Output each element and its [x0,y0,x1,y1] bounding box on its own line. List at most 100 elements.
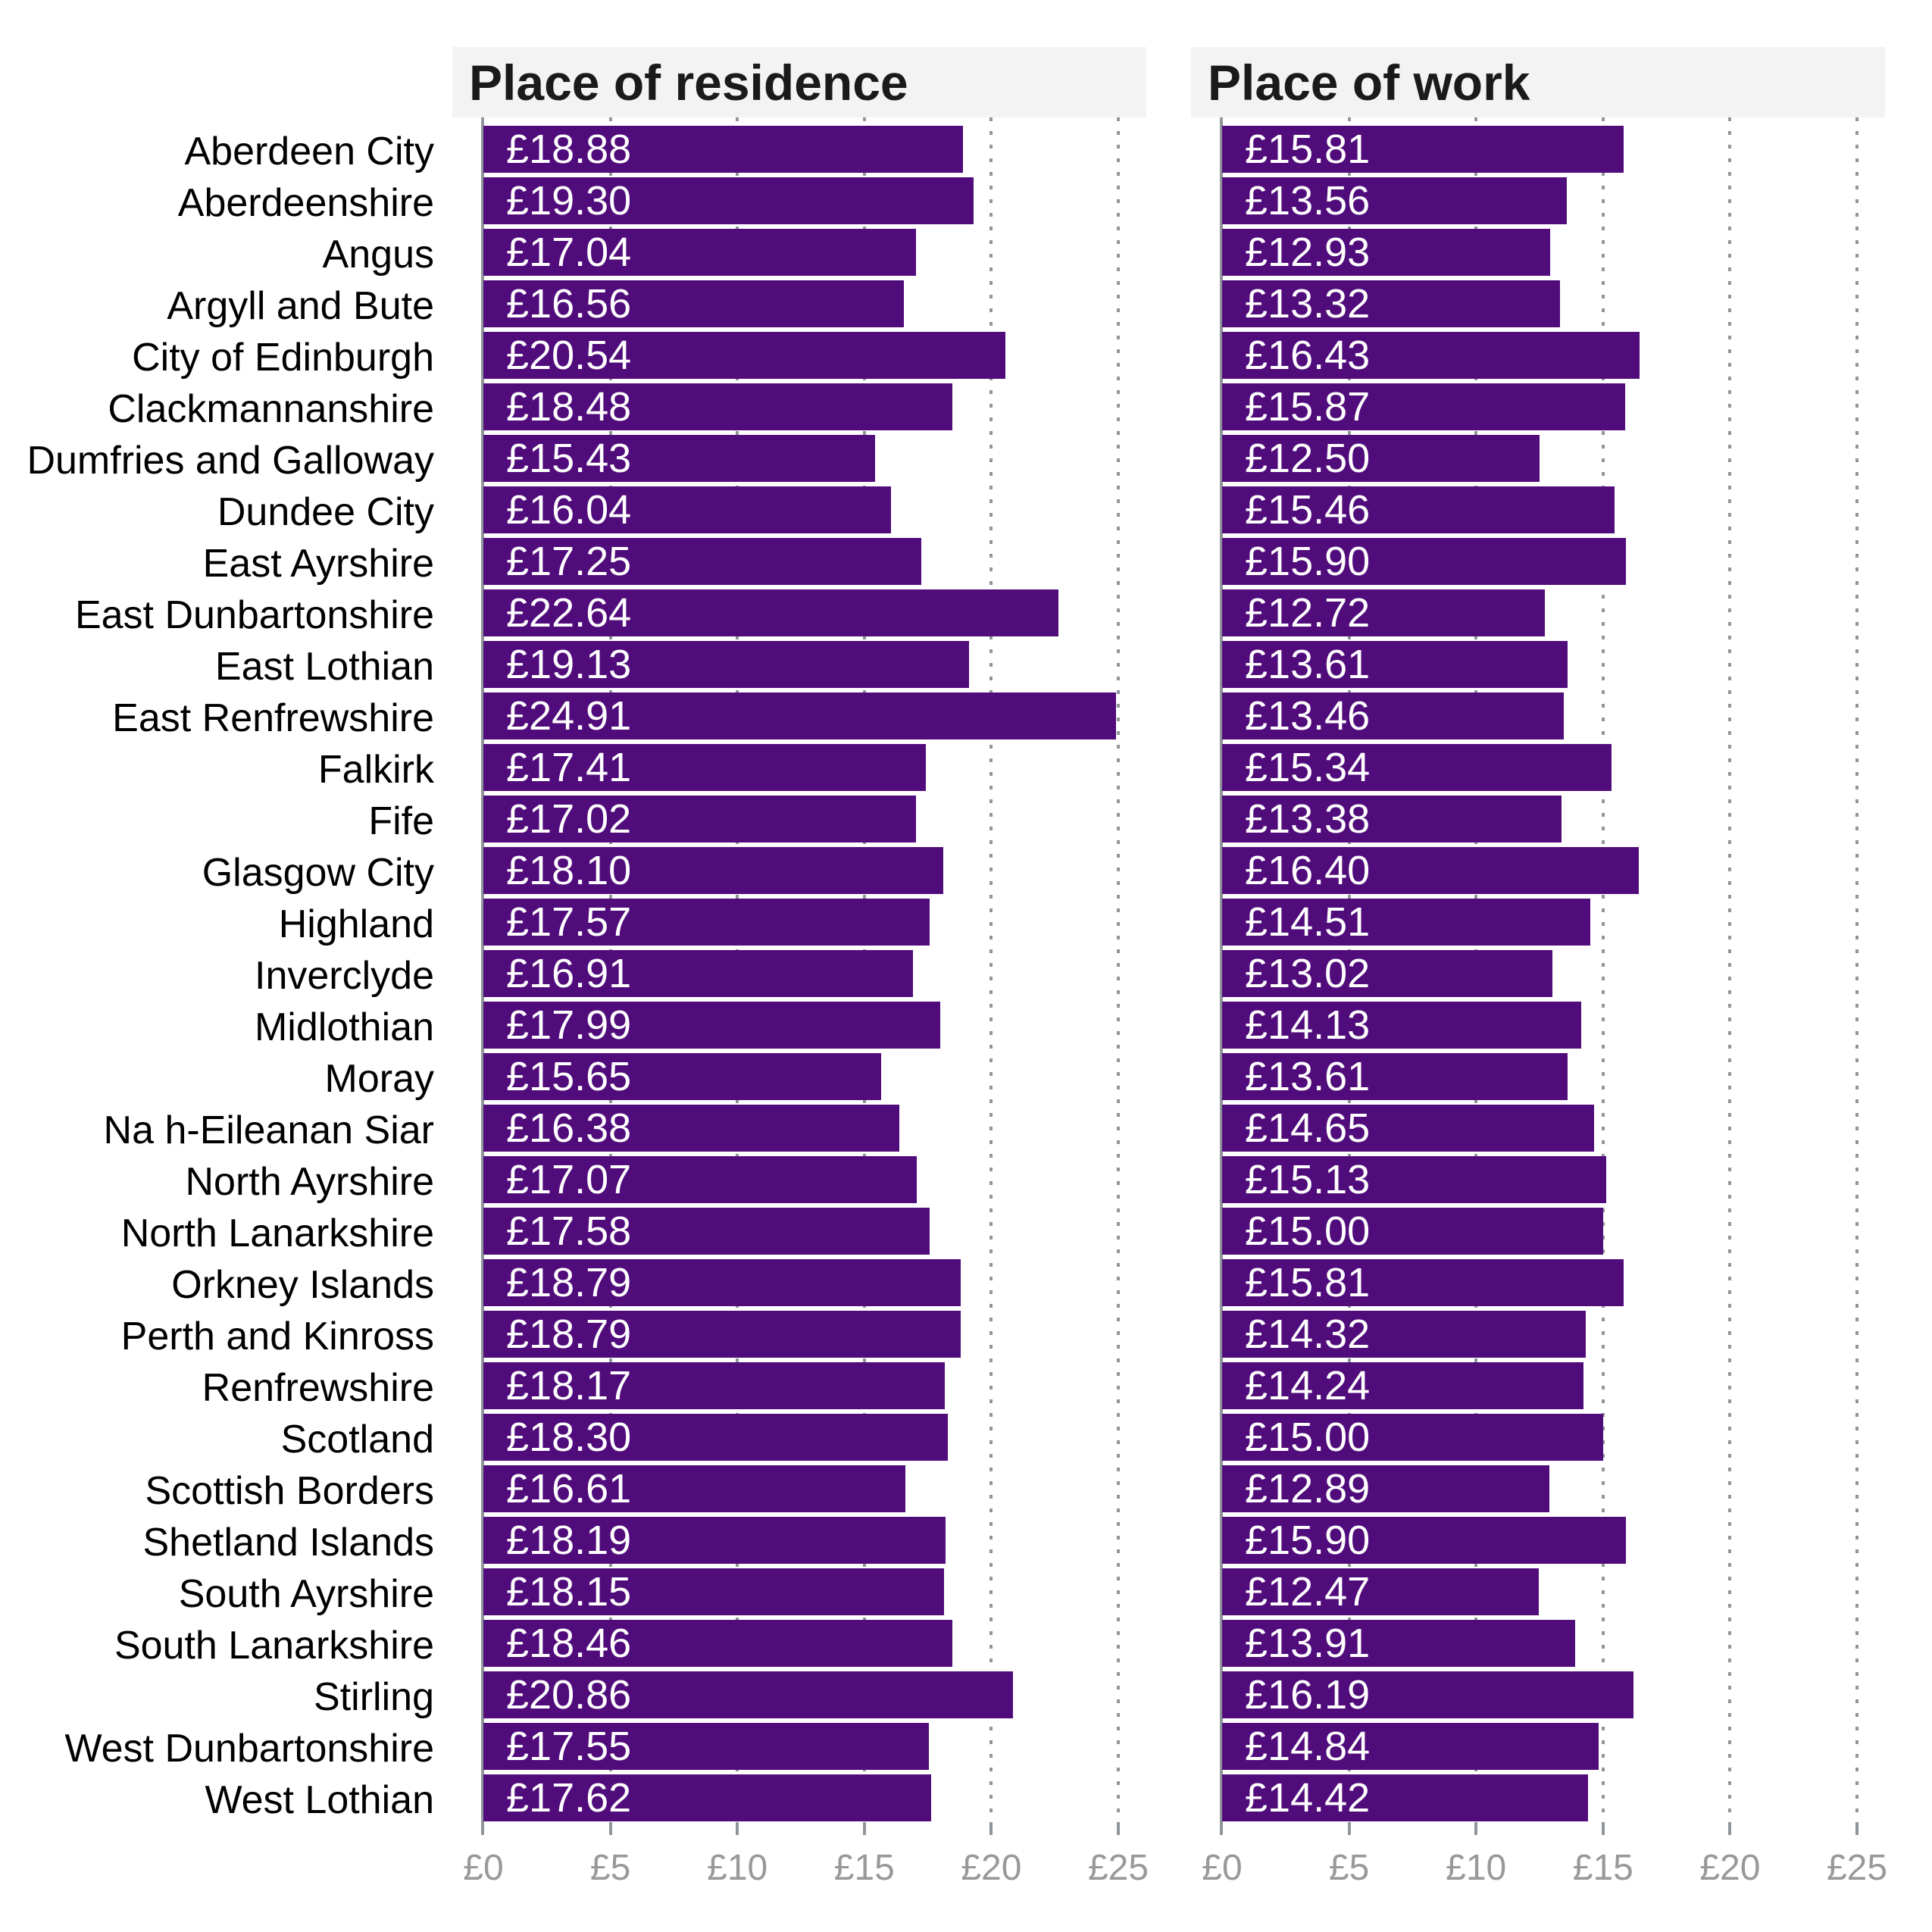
category-label: Falkirk [317,748,434,792]
bar: £18.46 [483,1620,952,1667]
panel-gap [1146,47,1191,1909]
bar-value-label: £18.46 [506,1621,632,1666]
bar-value-label: £17.04 [506,230,632,275]
bar-value-label: £12.50 [1245,436,1371,481]
category-label: South Lanarkshire [114,1624,434,1668]
bar-row: £17.99 [483,1002,1118,1053]
bar-value-label: £18.88 [506,127,632,172]
bar: £13.32 [1222,280,1561,327]
bar: £13.38 [1222,796,1562,843]
bar: £18.79 [483,1259,961,1306]
bar-row: £18.79 [483,1259,1118,1311]
x-axis-tick-label: £25 [1826,1848,1888,1888]
bar-row: £15.43 [483,435,1118,486]
bar-row: £18.88 [483,126,1118,177]
bar: £12.50 [1222,435,1540,482]
bar-row: £17.58 [483,1208,1118,1259]
axis-tick [736,1826,739,1835]
panel-title-residence: Place of residence [469,54,908,111]
category-label: East Renfrewshire [112,696,434,740]
bar-row: £13.02 [1222,950,1857,1002]
axis-tick [608,1826,612,1835]
bar-row: £15.65 [483,1053,1118,1105]
axis-tick [989,1826,993,1835]
panel-header-work: Place of work [1191,47,1885,117]
category-label: West Lothian [205,1778,434,1822]
bar: £17.25 [483,538,922,585]
bar-row: £18.30 [483,1414,1118,1465]
bar-value-label: £18.19 [506,1518,632,1563]
bar: £14.42 [1222,1774,1589,1821]
grid-line [1601,117,1605,1826]
bars-container: £15.81 £13.56 £12.93 £13.32 £16.43 £15.87 £12.… [1222,126,1857,1826]
bar-value-label: £17.02 [506,796,632,842]
category-label: Renfrewshire [202,1366,434,1410]
bar: £14.32 [1222,1311,1586,1358]
bar: £17.62 [483,1774,931,1821]
bar: £15.90 [1222,538,1626,585]
category-label: East Lothian [214,645,434,689]
bar-row: £17.07 [483,1156,1118,1208]
bar-value-label: £15.34 [1245,745,1371,790]
bar-value-label: £15.00 [1245,1208,1371,1254]
bar-row: £17.25 [483,538,1118,589]
bar-row: £14.42 [1222,1774,1857,1826]
bar: £18.79 [483,1311,961,1358]
bar: £18.48 [483,383,953,430]
bar-value-label: £17.57 [506,899,632,945]
bar-row: £13.32 [1222,280,1857,332]
bar-value-label: £16.56 [506,281,632,327]
bar-row: £17.62 [483,1774,1118,1826]
dual-bar-chart: Aberdeen City Aberdeenshire Angus Argyll an… [0,47,1888,1909]
panel-place-of-residence: Place of residence £18.88 £19.30 £17.04 £16… [452,47,1149,1909]
bar: £17.02 [483,796,916,843]
category-label: Angus [322,233,434,277]
bar: £15.00 [1222,1414,1603,1461]
bar-row: £19.13 [483,641,1118,692]
bar-row: £15.90 [1222,538,1857,589]
x-axis-tick-label: £5 [589,1848,631,1888]
x-axis-tick-label: £15 [833,1848,895,1888]
bar: £15.81 [1222,126,1624,173]
bar-value-label: £15.81 [1245,1260,1371,1305]
bar-row: £14.32 [1222,1311,1857,1362]
bar: £15.00 [1222,1208,1603,1255]
bar-value-label: £13.02 [1245,951,1371,996]
bar-row: £16.56 [483,280,1118,332]
bar: £17.57 [483,899,930,946]
bar: £15.90 [1222,1517,1626,1564]
bar-row: £12.72 [1222,589,1857,641]
category-label: South Ayrshire [178,1572,434,1616]
bar-row: £18.17 [483,1362,1118,1414]
bar: £17.04 [483,229,917,276]
bar: £15.46 [1222,486,1615,533]
labels-header-spacer [0,47,452,126]
bar: £20.86 [483,1671,1014,1718]
x-axis-tick-label: £0 [463,1848,504,1888]
bar-row: £20.86 [483,1671,1118,1723]
bar-row: £18.79 [483,1311,1118,1362]
bar-value-label: £14.13 [1245,1002,1371,1048]
bar-value-label: £13.56 [1245,178,1371,224]
bar-value-label: £17.58 [506,1208,632,1254]
bar: £12.89 [1222,1465,1550,1512]
bar-row: £24.91 [483,692,1118,744]
bar: £18.19 [483,1517,946,1564]
bar: £18.88 [483,126,963,173]
bar-value-label: £15.90 [1245,539,1371,584]
bar-row: £13.56 [1222,177,1857,229]
bar: £19.30 [483,177,974,224]
axis-tick [1117,1826,1120,1835]
bar-value-label: £18.79 [506,1260,632,1305]
bar-value-label: £12.93 [1245,230,1371,275]
bar: £16.56 [483,280,905,327]
bar-row: £20.54 [483,332,1118,383]
bar-value-label: £13.91 [1245,1621,1371,1666]
bar: £19.13 [483,641,970,688]
bar: £13.46 [1222,692,1565,739]
bar-value-label: £15.65 [506,1054,632,1099]
panel-header-residence: Place of residence [452,47,1146,117]
axis-tick [1728,1826,1732,1835]
bar-value-label: £15.81 [1245,127,1371,172]
